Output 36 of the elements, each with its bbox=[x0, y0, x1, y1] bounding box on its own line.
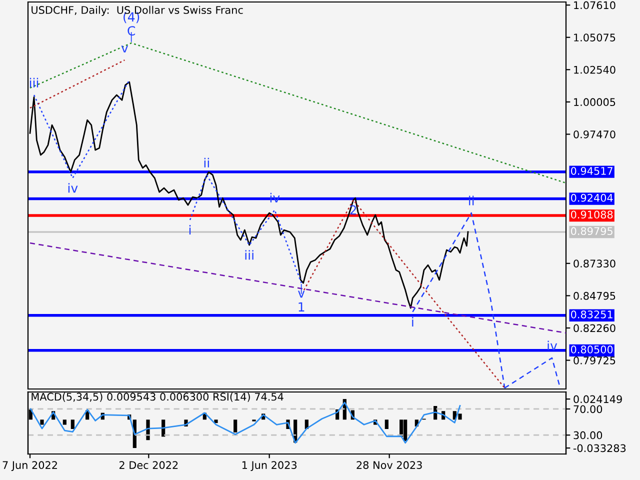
y-tick-label: 0.024149 bbox=[574, 395, 622, 404]
y-tick-label: 1.05075 bbox=[574, 34, 616, 42]
annotation: iv bbox=[68, 183, 78, 193]
y2-tick-label: 70.00 bbox=[574, 405, 602, 414]
x-tick-label: 1 Jun 2023 bbox=[242, 461, 297, 471]
annotation: iv bbox=[270, 192, 280, 202]
annotation: C bbox=[128, 26, 136, 36]
annotation: iv bbox=[548, 340, 558, 350]
ref-line-label: 0.83251 bbox=[570, 310, 612, 318]
ref-line-label: 0.92404 bbox=[570, 194, 613, 202]
y-tick-label: 0.82260 bbox=[574, 324, 616, 332]
annotation: v bbox=[298, 290, 305, 298]
x-tick-label: 2 Dec 2022 bbox=[119, 461, 178, 470]
ref-line-label: 0.94517 bbox=[570, 166, 612, 175]
annotation: 1 bbox=[298, 302, 304, 312]
y-tick-label: 0.87330 bbox=[574, 260, 616, 268]
annotation: ii bbox=[204, 158, 209, 168]
annotation: iii bbox=[30, 78, 38, 88]
y-tick-label: 0.79725 bbox=[574, 356, 616, 364]
annotation: v bbox=[121, 46, 128, 52]
y-tick-label: 1.07610 bbox=[574, 1, 616, 10]
y-tick-label: 0.97470 bbox=[574, 130, 616, 138]
annotation: i bbox=[412, 316, 414, 326]
chart-title: MACD(5,34,5) 0.009543 0.006300 RSI(14) 74.54 bbox=[32, 392, 284, 402]
ref-line-label: 0.80500 bbox=[570, 346, 613, 354]
y-tick-label: 1.02540 bbox=[574, 66, 616, 74]
ref-line-label: 0.91088 bbox=[570, 210, 613, 219]
y-tick-label: 1.00005 bbox=[574, 98, 616, 106]
y-tick-label: -0.033283 bbox=[573, 444, 626, 452]
y-tick-label: 0.84795 bbox=[574, 292, 616, 300]
annotation: iii bbox=[245, 250, 254, 260]
x-tick-label: 7 Jun 2022 bbox=[2, 461, 57, 471]
x-tick-label: 28 Nov 2023 bbox=[356, 461, 422, 470]
ref-line-label: 0.89795 bbox=[570, 227, 612, 236]
y2-tick-label: 30.00 bbox=[574, 431, 602, 440]
annotation: i bbox=[189, 225, 191, 235]
